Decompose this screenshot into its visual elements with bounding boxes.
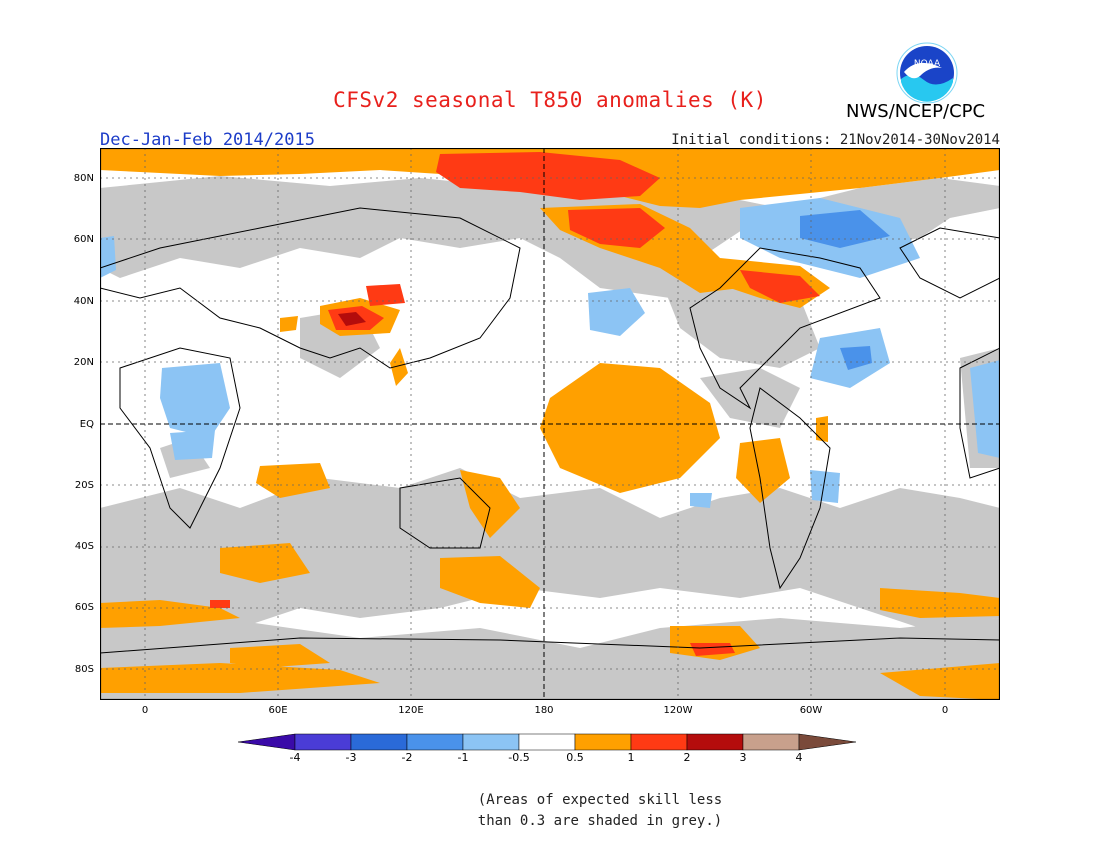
eurasia-outline (100, 207, 521, 369)
skill-note-line2: than 0.3 are shaded in grey.) (477, 813, 723, 829)
agency-label: NWS/NCEP/CPC (846, 101, 986, 122)
colorbar-tick-label: -1 (457, 751, 469, 764)
colorbar-segment (742, 733, 800, 751)
lat-label-40s: 40S (74, 541, 94, 552)
lon-label-180: 180 (534, 705, 554, 716)
logo-text: NOAA (914, 59, 941, 69)
anomaly-map (100, 148, 1000, 700)
colorbar-tick-label: 0.5 (566, 751, 584, 764)
map-border (100, 148, 1000, 700)
colorbar-tick-label: -4 (289, 751, 301, 764)
south-america-outline (749, 387, 831, 590)
australia-outline (399, 477, 491, 549)
lat-label-20s: 20S (74, 480, 94, 491)
cool-anomalies (100, 198, 1000, 508)
colorbar-max-triangle (798, 733, 857, 751)
lat-label-40n: 40N (73, 296, 94, 307)
colorbar-segment (294, 733, 352, 751)
africa-outline (119, 347, 241, 529)
colorbar-tick-label: 3 (739, 751, 747, 764)
noaa-logo-icon: NOAA (896, 42, 958, 104)
antarctica-outline (100, 637, 1000, 654)
lon-label-0-left: 0 (141, 705, 149, 716)
north-america-outline (689, 247, 881, 410)
lon-label-60e: 60E (268, 705, 288, 716)
colorbar-tick-label: -0.5 (508, 751, 530, 764)
colorbar-tick-label: 1 (627, 751, 635, 764)
map-title: CFSv2 seasonal T850 anomalies (K) (333, 88, 767, 112)
lon-label-0-right: 0 (941, 705, 949, 716)
colorbar-segments (238, 733, 857, 751)
europe-outline (899, 227, 1000, 299)
equator-dateline (100, 148, 1000, 700)
skill-note-line1: (Areas of expected skill less (477, 792, 723, 808)
colorbar-segment (574, 733, 632, 751)
coastlines (100, 207, 1000, 654)
lat-label-eq: EQ (79, 419, 94, 430)
colorbar-tick-label: 2 (683, 751, 691, 764)
colorbar-segment (518, 733, 576, 751)
lon-label-120w: 120W (663, 705, 693, 716)
colorbar-segment (462, 733, 520, 751)
colorbar (238, 733, 857, 751)
colorbar-tick-label: -2 (401, 751, 413, 764)
lat-label-60s: 60S (74, 602, 94, 613)
colorbar-tick-label: 4 (795, 751, 803, 764)
lat-label-60n: 60N (73, 234, 94, 245)
lat-label-80s: 80S (74, 664, 94, 675)
colorbar-segment (630, 733, 688, 751)
colorbar-segment (406, 733, 464, 751)
colorbar-segment (350, 733, 408, 751)
colorbar-segment (686, 733, 744, 751)
lat-label-80n: 80N (73, 173, 94, 184)
initial-conditions: Initial conditions: 21Nov2014-30Nov2014 (671, 132, 1000, 148)
lat-label-20n: 20N (73, 357, 94, 368)
africa-east-outline (959, 347, 1000, 479)
colorbar-min-triangle (238, 733, 296, 751)
forecast-period: Dec-Jan-Feb 2014/2015 (100, 130, 315, 150)
colorbar-tick-label: -3 (345, 751, 357, 764)
lon-label-120e: 120E (398, 705, 424, 716)
lon-label-60w: 60W (799, 705, 823, 716)
skill-note: (Areas of expected skill less than 0.3 a… (440, 790, 760, 832)
